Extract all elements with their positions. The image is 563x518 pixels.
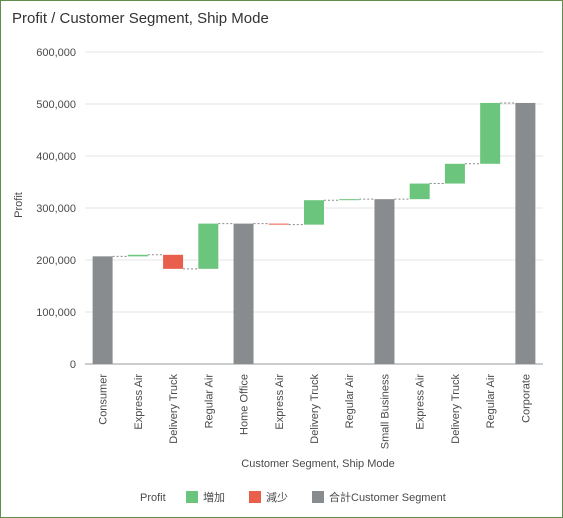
y-tick-label: 0 [70,359,76,371]
bar-increase [444,163,465,184]
bars [92,102,536,365]
x-tick-label: Home Office [239,374,251,435]
y-tick-label: 300,000 [36,203,76,215]
x-tick-label: Delivery Truck [450,374,462,444]
legend-swatch [249,491,261,503]
bar-total [515,102,536,365]
bar-increase [339,199,360,201]
x-tick-label: Express Air [133,374,145,430]
x-tick-label: Small Business [379,374,391,450]
y-tick-label: 400,000 [36,151,76,163]
grid-lines [85,51,543,365]
bar-increase [198,223,219,269]
bar-increase [480,102,501,164]
x-tick-label: Delivery Truck [168,374,180,444]
x-tick-label: Express Air [415,374,427,430]
y-tick-label: 500,000 [36,99,76,111]
legend-title: Profit [140,492,166,504]
x-tick-label: Corporate [520,374,532,423]
x-tick-label: Delivery Truck [309,374,321,444]
x-tick-label: Regular Air [485,374,497,429]
x-axis-ticks: Consumer Express Air Delivery Truck Regular… [98,374,533,450]
legend-item-label: 合計Customer Segment [329,490,446,504]
bar-total [92,256,113,364]
bar-increase [304,200,324,225]
bar-increase [127,254,148,257]
legend-swatch [186,491,198,503]
x-tick-label: Express Air [274,374,286,430]
y-axis-ticks: 0 100,000 200,000 300,000 400,000 500,000 600,… [36,47,76,371]
x-axis-title: Customer Segment, Ship Mode [241,458,394,470]
y-tick-label: 100,000 [36,307,76,319]
x-tick-label: Regular Air [344,374,356,429]
bar-total [374,199,395,364]
legend-item-label: 減少 [266,490,288,504]
bar-increase [409,183,430,200]
y-tick-label: 200,000 [36,255,76,267]
connector-lines [112,102,516,270]
bar-decrease [163,254,184,269]
chart-title: Profit / Customer Segment, Ship Mode [12,10,269,27]
legend: Profit 増加 減少 合計Customer Segment [140,490,446,504]
bar-total [233,223,254,364]
legend-item-label: 増加 [203,491,225,504]
x-tick-label: Consumer [98,374,110,425]
bar-decrease [268,223,289,225]
legend-swatch [312,491,324,503]
y-axis-title: Profit [13,192,25,218]
x-tick-label: Regular Air [203,374,215,429]
y-tick-label: 600,000 [36,47,76,59]
